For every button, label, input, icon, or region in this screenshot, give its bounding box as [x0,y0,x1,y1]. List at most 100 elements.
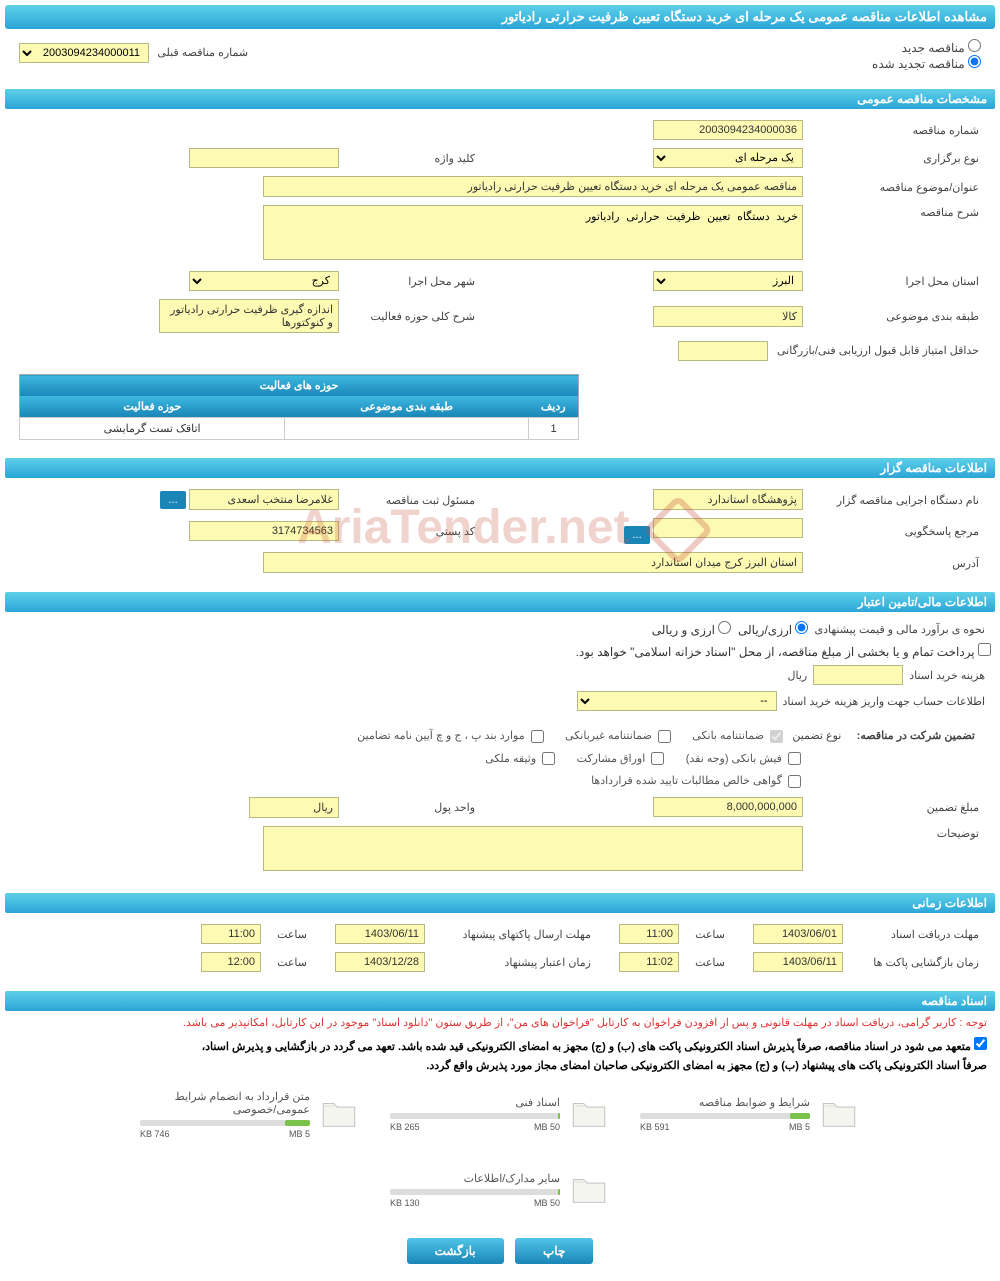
city-label: شهر محل اجرا [402,276,481,288]
submit-date: 1403/06/11 [335,924,425,944]
cb-bonds[interactable]: اوراق مشارکت [577,752,665,766]
prev-tender-select[interactable]: 2003094234000011 [19,43,149,63]
folder-icon [568,1093,610,1135]
activity-scope-value: اندازه گیری ظرفیت حرارتی رادیاتور و کنوک… [159,299,339,333]
doc-used: 130 KB [390,1198,420,1208]
account-label: اطلاعات حساب جهت واریز هزینه خرید اسناد [777,695,991,708]
unit-value: ریال [249,797,339,818]
guarantee-type-label: نوع تضمین [786,730,847,742]
treasury-checkbox[interactable]: پرداخت تمام و یا بخشی از مبلغ مناقصه، از… [576,643,991,659]
radio-renewed-tender[interactable]: مناقصه تجدید شده [872,57,981,71]
address-label: آدرس [946,558,985,570]
prev-tender-label: شماره مناقصه قبلی [157,47,248,59]
doc-total: 50 MB [534,1198,560,1208]
commitment-checkbox[interactable] [974,1037,987,1050]
holding-type-select[interactable]: یک مرحله ای [653,148,803,168]
subject-value: مناقصه عمومی یک مرحله ای خرید دستگاه تعی… [263,176,803,197]
receive-deadline-label: مهلت دریافت اسناد [885,929,985,941]
submit-time: 11:00 [201,924,261,944]
folder-icon [318,1093,360,1135]
treasury-note-label: پرداخت تمام و یا بخشی از مبلغ مناقصه، از… [576,645,975,659]
activity-table-title: حوزه های فعالیت [20,375,579,397]
validity-date: 1403/12/28 [335,952,425,972]
radio-currency-ar-label: ارزی/ریالی [738,623,792,637]
notes-label: توضیحات [931,828,985,840]
doc-fee-input[interactable] [813,665,903,685]
address-value: استان البرز کرج میدان استاندارد [263,552,803,573]
notes-textarea[interactable] [263,826,803,871]
postal-label: کد پستی [430,526,481,538]
back-button[interactable]: بازگشت [407,1238,504,1264]
tender-no-value: 2003094234000036 [653,120,803,140]
doc-total: 5 MB [289,1129,310,1139]
doc-used: 591 KB [640,1122,670,1132]
print-button[interactable]: چاپ [515,1238,593,1264]
radio-currency-both[interactable]: ارزی و ریالی [652,621,732,637]
cb-property[interactable]: وثیقه ملکی [485,752,555,766]
doc-card[interactable]: شرایط و ضوابط مناقصه 5 MB 591 KB [635,1085,865,1144]
min-score-input[interactable] [678,341,768,361]
doc-fee-unit: ریال [781,669,813,682]
keyword-label: کلید واژه [429,153,481,165]
cb-receivables[interactable]: گواهی خالص مطالبات تایید شده قراردادها [591,774,801,788]
submit-deadline-label: مهلت ارسال پاکتهای پیشنهاد [457,929,597,941]
doc-card[interactable]: متن قرارداد به انضمام شرایط عمومی/خصوصی … [135,1085,365,1144]
doc-total: 50 MB [534,1122,560,1132]
subject-label: عنوان/موضوع مناقصه [874,182,985,194]
section-timing: اطلاعات زمانی [5,893,995,913]
cb-bank-guarantee[interactable]: ضمانتنامه بانکی [692,729,783,743]
cb-clauses[interactable]: موارد بند پ ، ج و چ آیین نامه تضامین [357,729,544,743]
cb-cash[interactable]: فیش بانکی (وجه نقد) [686,752,801,766]
contact-label: مرجع پاسخگویی [899,526,985,538]
time-label-2: ساعت [271,929,313,941]
progress-bar [640,1113,810,1119]
opening-time: 11:02 [619,952,679,972]
radio-currency-ar[interactable]: ارزی/ریالی [738,621,808,637]
contact-value [653,518,803,538]
activity-cell-idx: 1 [529,418,579,440]
unit-label: واحد پول [428,802,481,814]
activity-scope-label: شرح کلی حوزه فعالیت [364,311,481,323]
province-select[interactable]: البرز [653,271,803,291]
radio-new-tender-label: مناقصه جدید [902,41,965,55]
doc-card[interactable]: سایر مدارک/اطلاعات 50 MB130 KB [385,1164,615,1216]
receive-date: 1403/06/01 [753,924,843,944]
doc-used: 265 KB [390,1122,420,1132]
estimate-label: نحوه ی برآورد مالی و قیمت پیشنهادی [808,623,991,636]
desc-textarea[interactable] [263,205,803,260]
radio-new-tender[interactable]: مناقصه جدید [902,41,981,55]
doc-card[interactable]: اسناد فنی 50 MB 265 KB [385,1085,615,1144]
activity-col-scope: حوزه فعالیت [20,396,285,418]
radio-currency-both-label: ارزی و ریالی [652,623,715,637]
reg-officer-more-button[interactable]: ... [160,491,185,509]
keyword-input[interactable] [189,148,339,168]
radio-renewed-tender-label: مناقصه تجدید شده [872,57,965,71]
opening-date: 1403/06/11 [753,952,843,972]
opening-label: زمان بازگشایی پاکت ها [867,957,985,969]
doc-title: شرایط و ضوابط مناقصه [640,1096,810,1109]
time-label-3: ساعت [689,957,731,969]
province-label: استان محل اجرا [900,276,985,288]
activity-col-row: ردیف [529,396,579,418]
activity-cell-scope: اتاقک تست گرمایشی [20,418,285,440]
reg-officer-label: مسئول ثبت مناقصه [380,495,481,507]
reg-officer-value: غلامرضا منتخب اسعدی [189,489,339,510]
table-row: 1 اتاقک تست گرمایشی [20,418,579,440]
folder-icon [818,1093,860,1135]
doc-title: متن قرارداد به انضمام شرایط عمومی/خصوصی [140,1090,310,1116]
doc-total: 5 MB [789,1122,810,1132]
cb-nonbank-guarantee[interactable]: ضمانتنامه غیربانکی [565,729,671,743]
progress-bar [390,1113,560,1119]
doc-title: اسناد فنی [390,1096,560,1109]
contact-more-button[interactable]: ... [624,526,649,544]
section-financial: اطلاعات مالی/تامین اعتبار [5,592,995,612]
doc-note2: صرفاً اسناد الکترونیکی پاکت های پیشنهاد … [5,1056,995,1075]
city-select[interactable]: کرج [189,271,339,291]
account-select[interactable]: -- [577,691,777,711]
doc-note-red: توجه : کاربر گرامی، دریافت اسناد در مهلت… [5,1011,995,1034]
postal-value: 3174734563 [189,521,339,541]
receive-time: 11:00 [619,924,679,944]
progress-bar [390,1189,560,1195]
amount-value: 8,000,000,000 [653,797,803,817]
category-label: طبقه بندی موضوعی [880,311,985,323]
